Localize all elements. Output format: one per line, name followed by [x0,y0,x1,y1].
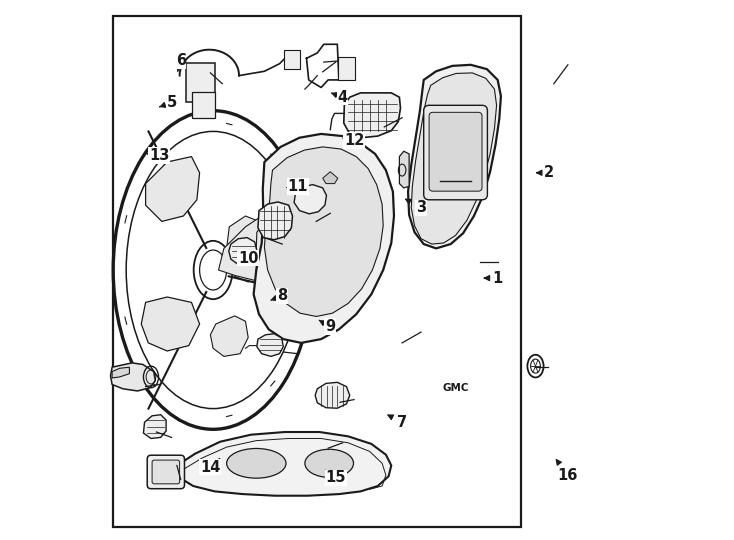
Text: 4: 4 [338,90,348,105]
Polygon shape [229,238,257,265]
Polygon shape [315,382,349,408]
Text: 9: 9 [325,319,335,334]
Text: 10: 10 [238,251,258,266]
Polygon shape [344,93,401,138]
Polygon shape [177,432,391,496]
Polygon shape [254,134,394,343]
Polygon shape [112,367,129,378]
Text: 3: 3 [416,200,426,215]
Polygon shape [257,334,283,356]
FancyBboxPatch shape [186,63,215,102]
Polygon shape [408,65,501,248]
Polygon shape [264,147,383,316]
Ellipse shape [227,448,286,478]
Text: 13: 13 [149,148,170,163]
FancyBboxPatch shape [338,57,355,80]
Text: 16: 16 [558,468,578,483]
Text: 14: 14 [200,460,221,475]
FancyBboxPatch shape [152,460,180,484]
FancyBboxPatch shape [192,92,215,118]
Text: 2: 2 [543,165,553,180]
Polygon shape [111,363,156,391]
Polygon shape [294,185,327,214]
Polygon shape [143,415,166,438]
Polygon shape [258,202,292,240]
Polygon shape [399,151,409,188]
Text: 15: 15 [325,470,346,485]
Polygon shape [411,73,497,244]
Polygon shape [141,297,200,351]
Ellipse shape [305,449,354,477]
Polygon shape [145,157,200,221]
Text: 1: 1 [493,271,503,286]
FancyBboxPatch shape [424,105,487,200]
Polygon shape [323,172,338,184]
Bar [113,16,521,526]
Text: GMC: GMC [443,383,469,393]
Polygon shape [211,316,248,356]
FancyBboxPatch shape [148,455,184,489]
Polygon shape [227,216,267,270]
FancyBboxPatch shape [429,112,482,191]
FancyBboxPatch shape [284,50,300,69]
Text: 8: 8 [277,288,287,303]
Text: 12: 12 [344,133,364,148]
Polygon shape [219,216,262,281]
Text: 5: 5 [167,95,177,110]
Text: 7: 7 [397,415,407,430]
Text: 11: 11 [288,179,308,194]
Text: 6: 6 [175,53,186,68]
